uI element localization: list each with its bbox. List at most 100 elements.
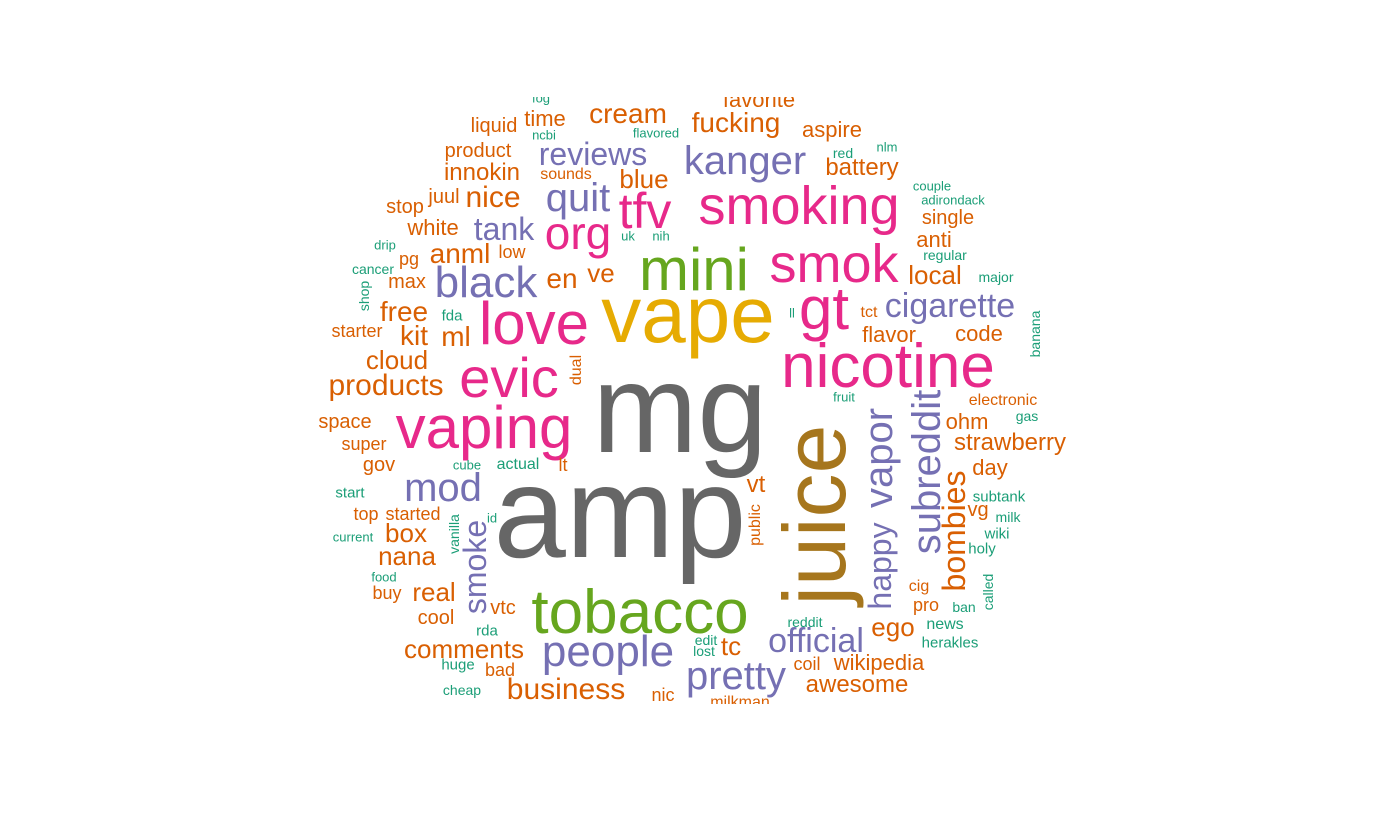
word-coil: coil (793, 654, 821, 674)
word-adirondack: adirondack (921, 192, 985, 208)
word-stop: stop (386, 196, 424, 218)
word-rda: rda (476, 622, 498, 640)
word-black: black (434, 258, 538, 307)
word-public: public (747, 504, 764, 546)
word-time: time (524, 106, 566, 131)
word-red: red (832, 145, 854, 161)
word-id: id (486, 510, 498, 526)
word-major: major (978, 269, 1014, 285)
word-business: business (506, 673, 626, 706)
word-smok: smok (769, 234, 899, 294)
word-awesome: awesome (805, 671, 909, 698)
word-people: people (541, 627, 675, 676)
word-vaping: vaping (395, 394, 573, 461)
word-nlm: nlm (876, 139, 898, 155)
word-evic: evic (459, 346, 559, 409)
word-juul: juul (428, 186, 460, 208)
word-super: super (341, 434, 387, 454)
word-white: white (407, 215, 459, 240)
word-banana: banana (1027, 310, 1043, 358)
word-single: single (921, 207, 975, 229)
word-org: org (544, 207, 612, 259)
word-official: official (768, 622, 864, 660)
word-product: product (444, 140, 512, 162)
word-bad: bad (484, 660, 516, 680)
word-blue: blue (619, 164, 669, 194)
word-milk: milk (995, 509, 1021, 525)
word-reddit: reddit (787, 614, 823, 630)
word-products: products (328, 369, 444, 402)
word-kanger: kanger (683, 139, 807, 183)
word-nice: nice (465, 181, 521, 214)
word-shop: shop (356, 280, 372, 312)
word-low: low (498, 242, 526, 262)
word-fucking: fucking (691, 107, 781, 138)
word-vtc: vtc (490, 597, 516, 619)
word-ohm: ohm (945, 409, 989, 434)
word-flavored: flavored (632, 125, 680, 141)
word-anml: anml (429, 238, 491, 269)
word-battery: battery (825, 154, 899, 181)
word-lost: lost (693, 643, 715, 659)
word-ml: ml (441, 321, 471, 352)
word-smoking: smoking (698, 176, 900, 236)
word-dual: dual (568, 354, 585, 386)
word-vapor: vapor (857, 407, 901, 509)
word-max: max (388, 271, 426, 293)
word-comments: comments (404, 634, 524, 664)
word-huge: huge (441, 656, 475, 674)
word-nih: nih (652, 228, 670, 244)
word-box: box (385, 518, 427, 548)
word-buy: buy (372, 583, 402, 603)
word-start: start (335, 484, 365, 502)
word-nic: nic (651, 685, 675, 705)
word-cube: cube (452, 457, 482, 473)
word-cool: cool (417, 607, 455, 629)
word-reviews: reviews (538, 136, 648, 172)
word-regular: regular (923, 247, 967, 263)
word-food: food (371, 569, 397, 585)
word-nicotine: nicotine (781, 332, 995, 401)
word-free: free (379, 296, 429, 327)
word-en: en (546, 263, 578, 294)
word-cheap: cheap (442, 682, 482, 698)
word-cigarette: cigarette (884, 287, 1016, 325)
word-gt: gt (798, 275, 850, 342)
word-bombies: bombies (936, 470, 972, 592)
word-couple: couple (912, 178, 952, 194)
word-tc: tc (720, 631, 742, 661)
word-drip: drip (374, 237, 396, 253)
word-top: top (353, 504, 379, 524)
word-actual: actual (496, 456, 540, 473)
word-ego: ego (871, 612, 915, 642)
word-starter: starter (331, 321, 383, 341)
word-ncbi: ncbi (532, 127, 556, 143)
word-pro: pro (912, 595, 940, 615)
word-ll: ll (789, 305, 795, 321)
word-smoke: smoke (457, 519, 493, 615)
word-vape: vape (601, 270, 775, 359)
word-ve: ve (587, 258, 615, 288)
word-fda: fda (441, 307, 463, 325)
word-strawberry: strawberry (953, 429, 1067, 456)
word-real: real (412, 577, 456, 607)
word-cig: cig (908, 578, 930, 595)
word-tfv: tfv (618, 183, 672, 239)
word-edit: edit (694, 632, 718, 648)
word-holy: holy (968, 540, 996, 558)
word-space: space (318, 411, 372, 433)
word-juice: juice (765, 424, 864, 606)
word-pretty: pretty (685, 654, 787, 698)
word-gas: gas (1015, 408, 1039, 424)
word-local: local (908, 260, 962, 290)
word-ban: ban (952, 599, 976, 615)
word-fog: fog (531, 90, 551, 106)
word-mg: mg (592, 338, 768, 479)
word-liquid: liquid (470, 115, 518, 137)
word-favorite: favorite (722, 87, 796, 112)
word-tobacco: tobacco (531, 578, 749, 647)
word-tank: tank (473, 211, 535, 247)
word-uk: uk (621, 228, 635, 244)
word-lt: lt (558, 455, 568, 475)
